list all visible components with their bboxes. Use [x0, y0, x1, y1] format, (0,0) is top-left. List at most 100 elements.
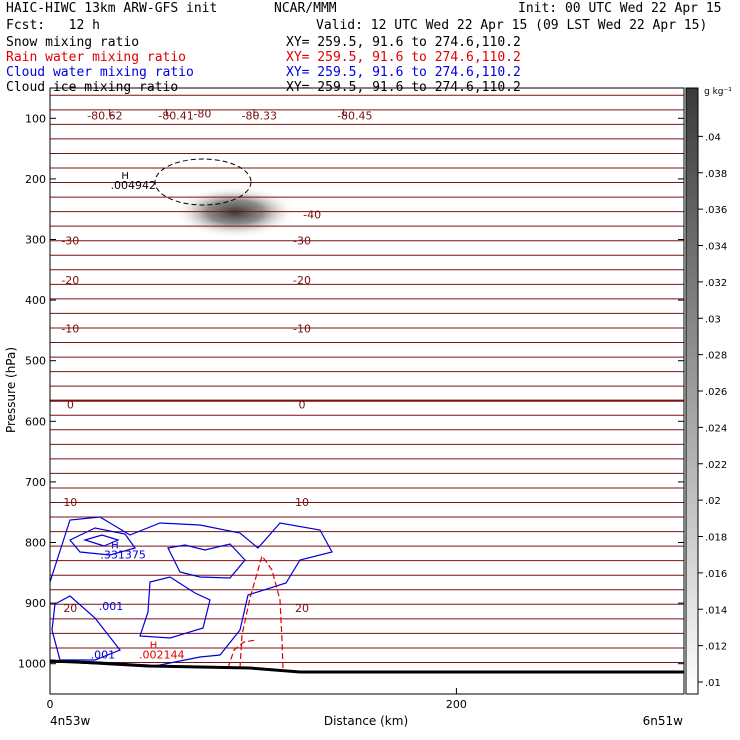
- contour-labels: -80.62 -80.41 -80 -80.33 -80.45 -40 -30 -30 -20 -…: [61, 107, 372, 661]
- y-tick-label: 1000: [18, 658, 46, 671]
- max-symbol: H: [150, 641, 158, 652]
- colorbar-tick-label: .038: [705, 169, 727, 180]
- temperature-label: -10: [61, 323, 79, 336]
- temperature-label: -80.41: [158, 109, 193, 122]
- y-tick-label: 300: [25, 234, 46, 247]
- temperature-label: -10: [293, 323, 311, 336]
- colorbar-ticks: .01 .012 .014 .016 .018 .02 .022 .024 .026 .028 .0…: [698, 132, 727, 689]
- colorbar-tick-label: .026: [705, 387, 727, 398]
- temperature-label: -40: [303, 209, 321, 222]
- field-max-label: .002144: [139, 649, 185, 662]
- low-marker: L: [108, 108, 114, 119]
- colorbar-tick-label: .036: [705, 205, 727, 216]
- y-tick-label: 700: [25, 476, 46, 489]
- field-max-label: .331375: [100, 549, 146, 562]
- temperature-label: -20: [293, 274, 311, 287]
- field-cloudwater-xy: XY= 259.5, 91.6 to 274.6,110.2: [286, 65, 521, 80]
- y-tick-label: 500: [25, 355, 46, 368]
- temperature-label: 10: [295, 496, 309, 509]
- colorbar-tick-label: .03: [705, 314, 721, 325]
- x-left-endpoint-label: 4n53w: [50, 714, 91, 728]
- temperature-label: -80.62: [87, 109, 122, 122]
- rain-water-contour-1: [239, 554, 284, 669]
- snow-contour: [154, 158, 252, 206]
- colorbar-tick-label: .028: [705, 351, 727, 362]
- plot-area: [50, 94, 684, 674]
- forecast-hour: Fcst: 12 h: [6, 18, 100, 33]
- rain-water-contours: [227, 554, 284, 669]
- y-axis-label: Pressure (hPa): [4, 347, 18, 433]
- isotherm-line: [50, 209, 684, 213]
- temperature-label: 0: [298, 398, 305, 411]
- max-symbol: H: [121, 171, 129, 182]
- colorbar-tick-label: .02: [705, 496, 721, 507]
- field-max-label: .001: [99, 600, 124, 613]
- agency-label: NCAR/MMM: [274, 1, 337, 16]
- temperature-label: -80.33: [242, 109, 277, 122]
- low-marker: L: [342, 108, 348, 119]
- colorbar-tick-label: .022: [705, 460, 727, 471]
- isotherm-line: [50, 253, 684, 256]
- temperature-label: 20: [63, 602, 77, 615]
- colorbar: .01 .012 .014 .016 .018 .02 .022 .024 .026 .028 .0…: [685, 87, 732, 695]
- colorbar-tick-label: .012: [705, 642, 727, 653]
- distance-axis: 0 200: [47, 688, 467, 711]
- colorbar-tick-label: .032: [705, 278, 727, 289]
- y-tick-label: 600: [25, 415, 46, 428]
- colorbar-unit: g kg⁻¹: [704, 87, 732, 97]
- colorbar-tick-label: .034: [705, 242, 727, 253]
- cloud-water-contours: [50, 516, 333, 668]
- isotherm-lines: [50, 94, 684, 664]
- x-axis-label: Distance (km): [324, 714, 408, 728]
- colorbar-tick-label: .016: [705, 569, 727, 580]
- y-tick-label: 400: [25, 294, 46, 307]
- y-tick-label: 800: [25, 537, 46, 550]
- valid-time: Valid: 12 UTC Wed 22 Apr 15 (09 LST Wed …: [316, 18, 708, 33]
- cloud-water-core-1: [69, 527, 136, 556]
- field-snow-xy: XY= 259.5, 91.6 to 274.6,110.2: [286, 35, 521, 50]
- x-right-endpoint-label: 6n51w: [643, 714, 684, 728]
- max-symbol: H: [111, 541, 119, 552]
- y-tick-label: 900: [25, 597, 46, 610]
- temperature-label: -80.45: [337, 109, 372, 122]
- field-max-label: .004942: [111, 179, 157, 192]
- cloud-water-core-2: [82, 534, 120, 547]
- terrain-line: [50, 659, 684, 674]
- colorbar-tick-label: .024: [705, 423, 727, 434]
- init-time: Init: 00 UTC Wed 22 Apr 15: [518, 1, 722, 16]
- temperature-label: -20: [61, 274, 79, 287]
- temperature-label: 20: [295, 602, 309, 615]
- low-marker: L: [252, 108, 258, 119]
- y-tick-label: 100: [25, 112, 46, 125]
- cloud-water-contour-low: [139, 576, 211, 639]
- y-tick-label: 200: [25, 173, 46, 186]
- isotherm-line: [50, 224, 684, 227]
- cloud-water-contour-mid: [167, 543, 246, 579]
- rain-water-contour-2: [227, 639, 257, 669]
- temperature-label: -80: [193, 107, 211, 120]
- cloud-water-contour-edge: [51, 595, 121, 661]
- plot-frame: [49, 87, 685, 695]
- colorbar-tick-label: .014: [705, 605, 727, 616]
- field-max-label: .001: [91, 649, 116, 662]
- x-tick-label: 200: [446, 698, 467, 711]
- cloud-water-outer-contour: [50, 516, 333, 668]
- field-rain-xy: XY= 259.5, 91.6 to 274.6,110.2: [286, 50, 521, 65]
- temperature-label: -30: [293, 235, 311, 248]
- low-marker: L: [165, 108, 171, 119]
- temperature-label: -30: [61, 235, 79, 248]
- model-title: HAIC-HIWC 13km ARW-GFS init: [6, 1, 218, 16]
- isotherm-line: [50, 239, 684, 242]
- field-rain-name: Rain water mixing ratio: [6, 50, 187, 65]
- colorbar-tick-label: .018: [705, 533, 727, 544]
- colorbar-fill: [685, 87, 699, 695]
- colorbar-tick-label: .01: [705, 678, 721, 689]
- colorbar-tick-label: .04: [705, 132, 721, 143]
- temperature-label: 0: [67, 398, 74, 411]
- field-snow-name: Snow mixing ratio: [6, 35, 140, 50]
- x-tick-label: 0: [47, 698, 54, 711]
- temperature-label: 10: [63, 496, 77, 509]
- field-cloudwater-name: Cloud water mixing ratio: [6, 65, 194, 80]
